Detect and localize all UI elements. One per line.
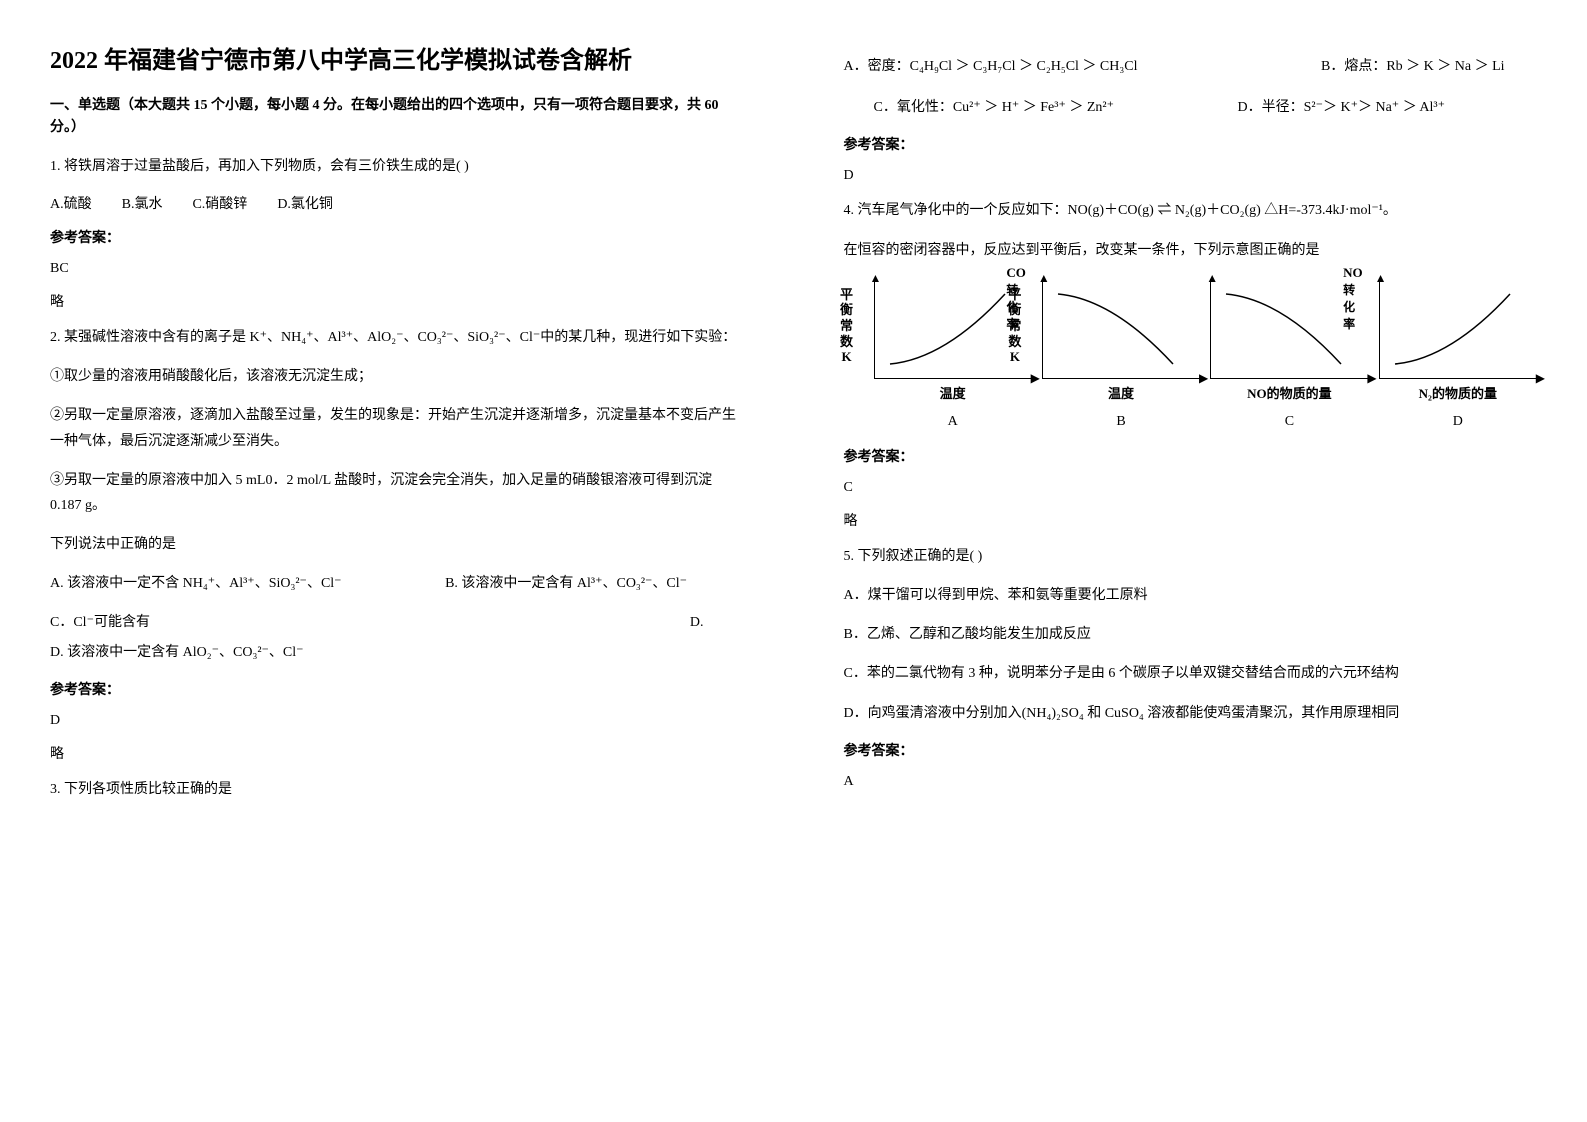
q2-answer-label: 参考答案：	[50, 679, 744, 699]
chart-A-ylabel: 平衡常数K	[839, 287, 855, 365]
q2-optD: D. 该溶液中一定含有 AlO₂⁻、CO₃²⁻、Cl⁻	[50, 640, 744, 665]
q2-step2: ②另取一定量原溶液，逐滴加入盐酸至过量，发生的现象是：开始产生沉淀并逐渐增多，沉…	[50, 403, 744, 453]
q5-optA: A．煤干馏可以得到甲烷、苯和氨等重要化工原料	[844, 583, 1538, 608]
q5-optC: C．苯的二氯代物有 3 种，说明苯分子是由 6 个碳原子以单双键交替结合而成的六…	[844, 661, 1538, 686]
q3-optC: C．氧化性：Cu²⁺ ＞ H⁺ ＞ Fe³⁺ ＞ Zn²⁺	[874, 100, 1115, 115]
q1-optC: C.硝酸锌	[192, 193, 247, 213]
q3-row2: C．氧化性：Cu²⁺ ＞ H⁺ ＞ Fe³⁺ ＞ Zn²⁺ D．半径：S²⁻＞ …	[844, 95, 1538, 120]
q1-answer-label: 参考答案：	[50, 227, 744, 247]
q1-optA: A.硫酸	[50, 193, 92, 213]
q1-optD: D.氯化铜	[277, 193, 333, 213]
q3-answer-label: 参考答案：	[844, 134, 1538, 154]
chart-D: ▲ ▶ N₂的物质的量 D	[1379, 279, 1537, 430]
q3-answer: D	[844, 168, 1538, 184]
q1-options: A.硫酸 B.氯水 C.硝酸锌 D.氯化铜	[50, 193, 744, 213]
q2-step3: ③另取一定量的原溶液中加入 5 mL0．2 mol/L 盐酸时，沉淀会完全消失，…	[50, 468, 744, 518]
chart-D-xlabel: N₂的物质的量	[1379, 383, 1537, 402]
q1-note: 略	[50, 291, 744, 311]
chart-B-curve	[1043, 279, 1193, 379]
arrow-icon: ▶	[1367, 371, 1376, 386]
q4-text1: 4. 汽车尾气净化中的一个反应如下：NO(g)＋CO(g) ⇌ N₂(g)＋CO…	[844, 198, 1538, 223]
q1-answer: BC	[50, 261, 744, 277]
left-column: 2022 年福建省宁德市第八中学高三化学模拟试卷含解析 一、单选题（本大题共 1…	[0, 0, 794, 1122]
q4-note: 略	[844, 510, 1538, 530]
q1-text: 1. 将铁屑溶于过量盐酸后，再加入下列物质，会有三价铁生成的是( )	[50, 154, 744, 179]
q2-optC: C．Cl⁻可能含有	[50, 615, 150, 630]
q4-text2: 在恒容的密闭容器中，反应达到平衡后，改变某一条件，下列示意图正确的是	[844, 238, 1538, 263]
q2-options-row2: C．Cl⁻可能含有 D.	[50, 610, 744, 635]
chart-B-ylabel: 平衡常数K	[1007, 287, 1023, 365]
section-header: 一、单选题（本大题共 15 个小题，每小题 4 分。在每小题给出的四个选项中，只…	[50, 95, 744, 140]
q4-charts: 平衡常数K CO转化率 ▲ ▶ 温度 A 平衡常数K ▲ ▶ 温度	[874, 279, 1538, 430]
right-column: A．密度：C₄H₉Cl ＞ C₃H₇Cl ＞ C₂H₅Cl ＞ CH₃Cl B．…	[794, 0, 1587, 1122]
page-title: 2022 年福建省宁德市第八中学高三化学模拟试卷含解析	[50, 40, 744, 75]
q4-answer-label: 参考答案：	[844, 446, 1538, 466]
arrow-icon: ▶	[1536, 371, 1545, 386]
q2-options-row1: A. 该溶液中一定不含 NH₄⁺、Al³⁺、SiO₃²⁻、Cl⁻ B. 该溶液中…	[50, 571, 744, 596]
chart-C: NO转化率 ▲ ▶ NO的物质的量 C	[1210, 279, 1368, 430]
q4-answer: C	[844, 480, 1538, 496]
chart-C-letter: C	[1210, 414, 1368, 430]
q3-text: 3. 下列各项性质比较正确的是	[50, 777, 744, 802]
q5-optB: B．乙烯、乙醇和乙酸均能发生加成反应	[844, 622, 1538, 647]
q3-optB: B．熔点：Rb ＞ K ＞ Na ＞ Li	[1321, 59, 1505, 74]
q2-note: 略	[50, 743, 744, 763]
q5-answer-label: 参考答案：	[844, 740, 1538, 760]
q2-optB: B. 该溶液中一定含有 Al³⁺、CO₃²⁻、Cl⁻	[445, 576, 687, 591]
q2-optA: A. 该溶液中一定不含 NH₄⁺、Al³⁺、SiO₃²⁻、Cl⁻	[50, 576, 342, 591]
chart-B: 平衡常数K ▲ ▶ 温度 B	[1042, 279, 1200, 430]
q5-optD: D．向鸡蛋清溶液中分别加入(NH₄)₂SO₄ 和 CuSO₄ 溶液都能使鸡蛋清聚…	[844, 701, 1538, 726]
chart-C-curve	[1211, 279, 1361, 379]
q3-optD: D．半径：S²⁻＞ K⁺＞ Na⁺ ＞ Al³⁺	[1238, 100, 1446, 115]
chart-D-curve	[1380, 279, 1530, 379]
chart-B-xlabel: 温度	[1042, 383, 1200, 402]
q5-text: 5. 下列叙述正确的是( )	[844, 544, 1538, 569]
chart-A-letter: A	[874, 414, 1032, 430]
q1-optB: B.氯水	[122, 193, 163, 213]
q5-answer: A	[844, 774, 1538, 790]
q2-text: 2. 某强碱性溶液中含有的离子是 K⁺、NH₄⁺、Al³⁺、AlO₂⁻、CO₃²…	[50, 325, 744, 350]
chart-D-letter: D	[1379, 414, 1537, 430]
arrow-icon: ▶	[1199, 371, 1208, 386]
q3-optA: A．密度：C₄H₉Cl ＞ C₃H₇Cl ＞ C₂H₅Cl ＞ CH₃Cl	[844, 59, 1138, 74]
q2-answer: D	[50, 713, 744, 729]
chart-B-letter: B	[1042, 414, 1200, 430]
q2-prompt: 下列说法中正确的是	[50, 532, 744, 557]
chart-A-xlabel: 温度	[874, 383, 1032, 402]
chart-C-xlabel: NO的物质的量	[1210, 383, 1368, 402]
chart-A-curve	[875, 279, 1025, 379]
arrow-icon: ▶	[1031, 371, 1040, 386]
q3-row1: A．密度：C₄H₉Cl ＞ C₃H₇Cl ＞ C₂H₅Cl ＞ CH₃Cl B．…	[844, 54, 1538, 79]
q2-step1: ①取少量的溶液用硝酸酸化后，该溶液无沉淀生成；	[50, 364, 744, 389]
